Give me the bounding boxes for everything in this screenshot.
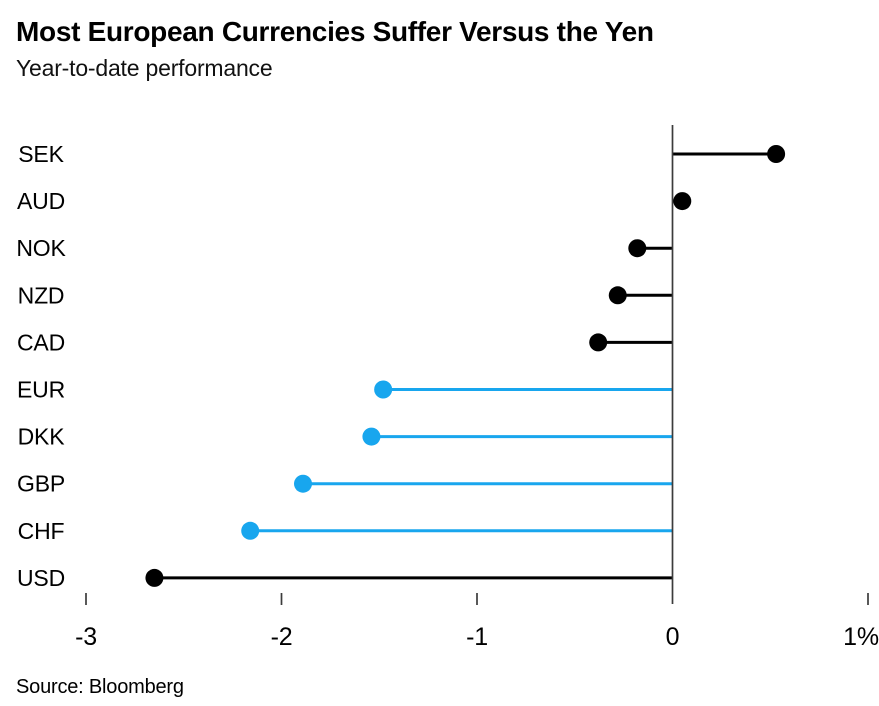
category-label-dkk: DKK [18,424,66,450]
x-tick-label-0: 0 [666,623,680,651]
x-tick-label--3: -3 [75,623,97,651]
category-label-aud: AUD [17,188,65,214]
lollipop-dot-gbp[interactable] [294,474,313,493]
lollipop-dot-nok[interactable] [628,239,647,258]
lollipop-dot-dkk[interactable] [362,427,381,446]
category-label-chf: CHF [18,518,65,544]
x-tick-label--1: -1 [466,623,488,651]
category-label-nok: NOK [16,235,66,261]
lollipop-dot-nzd[interactable] [608,286,627,305]
lollipop-dot-chf[interactable] [241,521,260,540]
lollipop-dot-cad[interactable] [589,333,608,352]
category-label-cad: CAD [17,329,65,355]
source-credit: Source: Bloomberg [16,676,184,698]
lollipop-dot-eur[interactable] [374,380,393,399]
lollipop-dot-sek[interactable] [767,145,786,163]
x-tick-label-1: 1% [843,623,879,651]
chart-title: Most European Currencies Suffer Versus t… [16,16,654,47]
category-label-nzd: NZD [18,282,65,308]
category-label-gbp: GBP [17,471,65,497]
lollipop-dot-usd[interactable] [145,568,164,587]
chart-subtitle: Year-to-date performance [16,55,273,81]
category-label-usd: USD [17,565,65,591]
lollipop-dot-aud[interactable] [673,192,692,211]
category-label-eur: EUR [17,377,65,403]
x-tick-label--2: -2 [271,623,293,651]
category-label-sek: SEK [18,141,64,167]
